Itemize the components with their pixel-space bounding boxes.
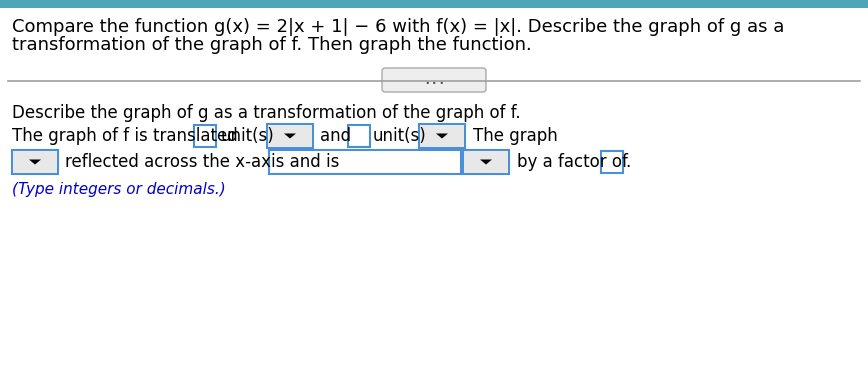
Polygon shape (436, 134, 448, 139)
Text: The graph: The graph (473, 127, 558, 145)
Bar (267, 124, 313, 148)
Text: transformation of the graph of f. Then graph the function.: transformation of the graph of f. Then g… (12, 36, 532, 54)
Text: .: . (625, 153, 630, 171)
Bar (420, 125, 464, 147)
Text: ...: ... (423, 73, 445, 86)
Bar (419, 124, 465, 148)
Polygon shape (480, 159, 492, 164)
Bar (601, 151, 623, 173)
Bar (464, 151, 508, 173)
Text: The graph of f is translated: The graph of f is translated (12, 127, 238, 145)
Polygon shape (284, 134, 296, 139)
Text: Compare the function g(x) = 2|x + 1| − 6 with f(x) = |x|. Describe the graph of : Compare the function g(x) = 2|x + 1| − 6… (12, 18, 785, 36)
Bar (0, 0, 868, 8)
Bar (194, 125, 216, 147)
Text: (Type integers or decimals.): (Type integers or decimals.) (12, 182, 226, 197)
Bar (268, 125, 312, 147)
Bar (12, 150, 58, 174)
Bar (348, 125, 370, 147)
Bar (13, 151, 57, 173)
Bar (269, 150, 461, 174)
Text: unit(s): unit(s) (221, 127, 275, 145)
Text: reflected across the x-axis and is: reflected across the x-axis and is (65, 153, 339, 171)
Bar (463, 150, 509, 174)
Text: unit(s): unit(s) (373, 127, 427, 145)
Polygon shape (29, 159, 41, 164)
Text: and: and (320, 127, 352, 145)
Text: by a factor of: by a factor of (517, 153, 628, 171)
FancyBboxPatch shape (382, 68, 486, 92)
Text: Describe the graph of g as a transformation of the graph of f.: Describe the graph of g as a transformat… (12, 104, 521, 122)
